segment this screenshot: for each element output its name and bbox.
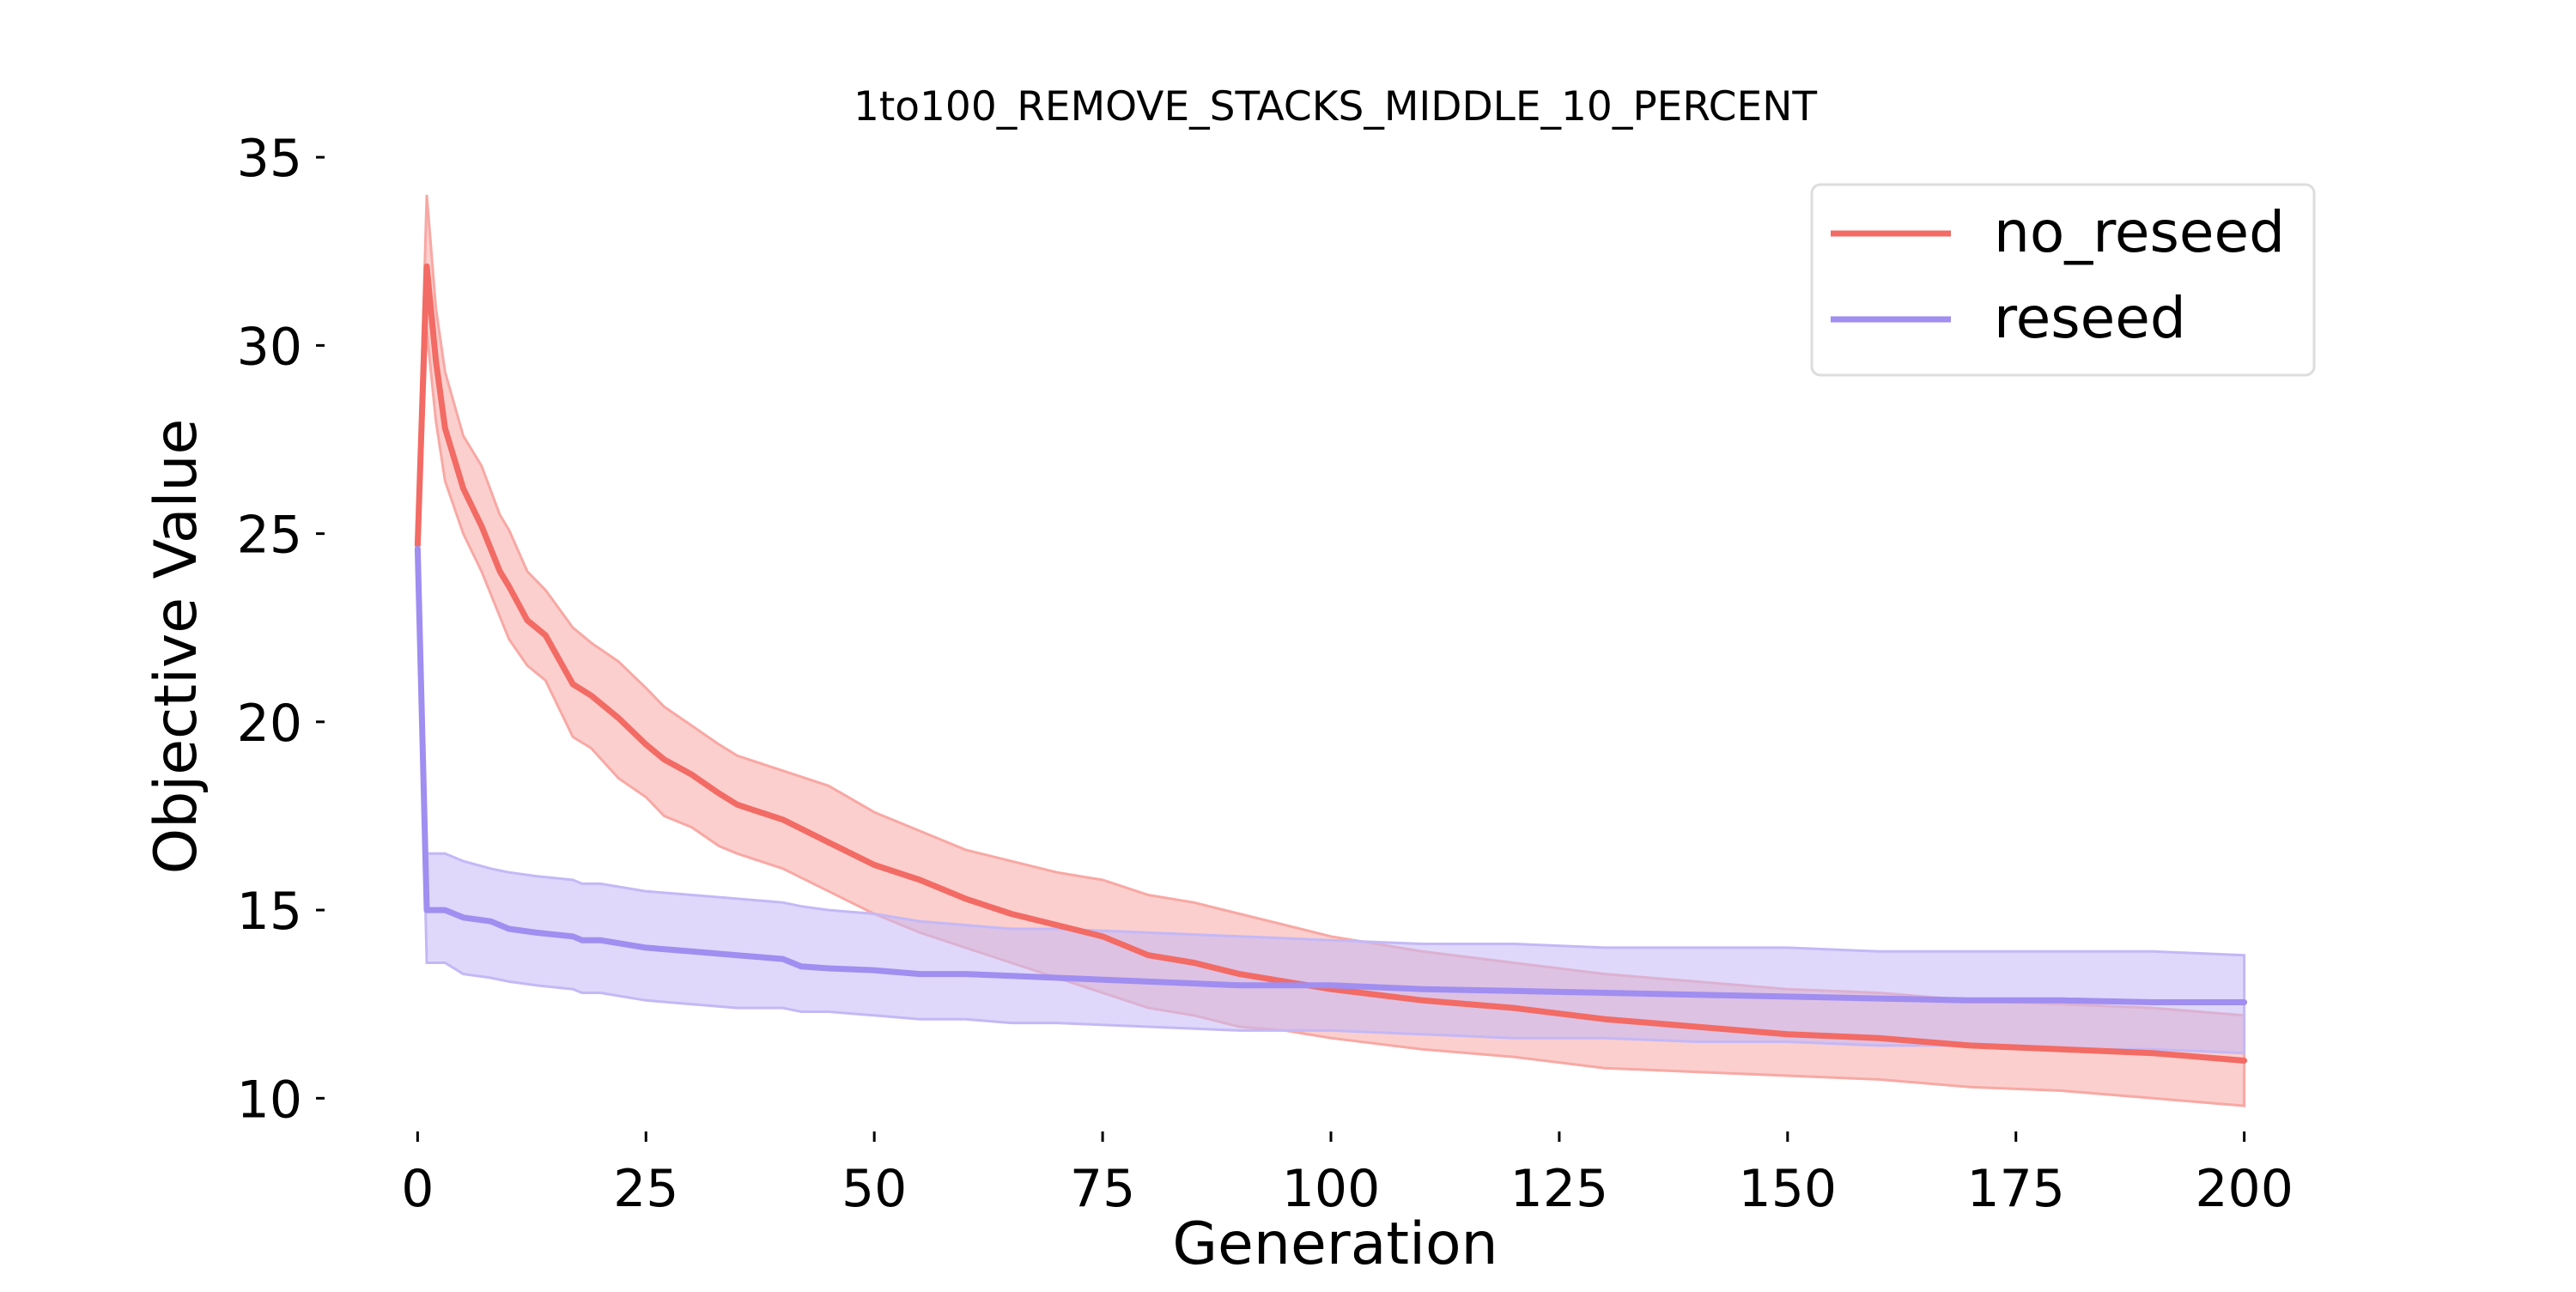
series-line-no-reseed [414, 263, 2248, 1064]
x-axis-ticks: 0 25 50 75 100 125 150 175 200 [401, 1131, 2293, 1219]
x-tick-label: 150 [1739, 1159, 1838, 1219]
x-tick-label: 200 [2195, 1159, 2293, 1219]
y-axis-label: Objective Value [143, 419, 210, 875]
series-line-reseed [414, 545, 2248, 1005]
band-reseed [416, 522, 2246, 1055]
confidence-bands [416, 194, 2246, 1107]
band-no-reseed [416, 194, 2246, 1107]
x-tick-label: 100 [1282, 1159, 1381, 1219]
x-tick-label: 0 [401, 1159, 434, 1219]
y-tick-label: 20 [237, 694, 302, 754]
x-tick-label: 50 [841, 1159, 907, 1219]
legend: no_reseed reseed [1810, 183, 2316, 377]
legend-label-reseed: reseed [1994, 285, 2186, 351]
y-tick-label: 15 [237, 882, 302, 942]
y-axis-ticks: 10 15 20 25 30 35 [237, 129, 325, 1130]
chart-title: 1to100_REMOVE_STACKS_MIDDLE_10_PERCENT [854, 83, 1817, 130]
x-tick-label: 175 [1966, 1159, 2065, 1219]
y-tick-label: 30 [237, 317, 302, 377]
y-tick-label: 35 [237, 129, 302, 189]
y-tick-label: 10 [237, 1070, 302, 1130]
x-tick-label: 125 [1510, 1159, 1609, 1219]
x-axis-label: Generation [1172, 1210, 1498, 1278]
y-tick-label: 25 [237, 506, 302, 566]
series-lines [414, 263, 2248, 1064]
x-tick-label: 75 [1070, 1159, 1135, 1219]
x-tick-label: 25 [613, 1159, 678, 1219]
legend-label-no-reseed: no_reseed [1994, 199, 2285, 265]
